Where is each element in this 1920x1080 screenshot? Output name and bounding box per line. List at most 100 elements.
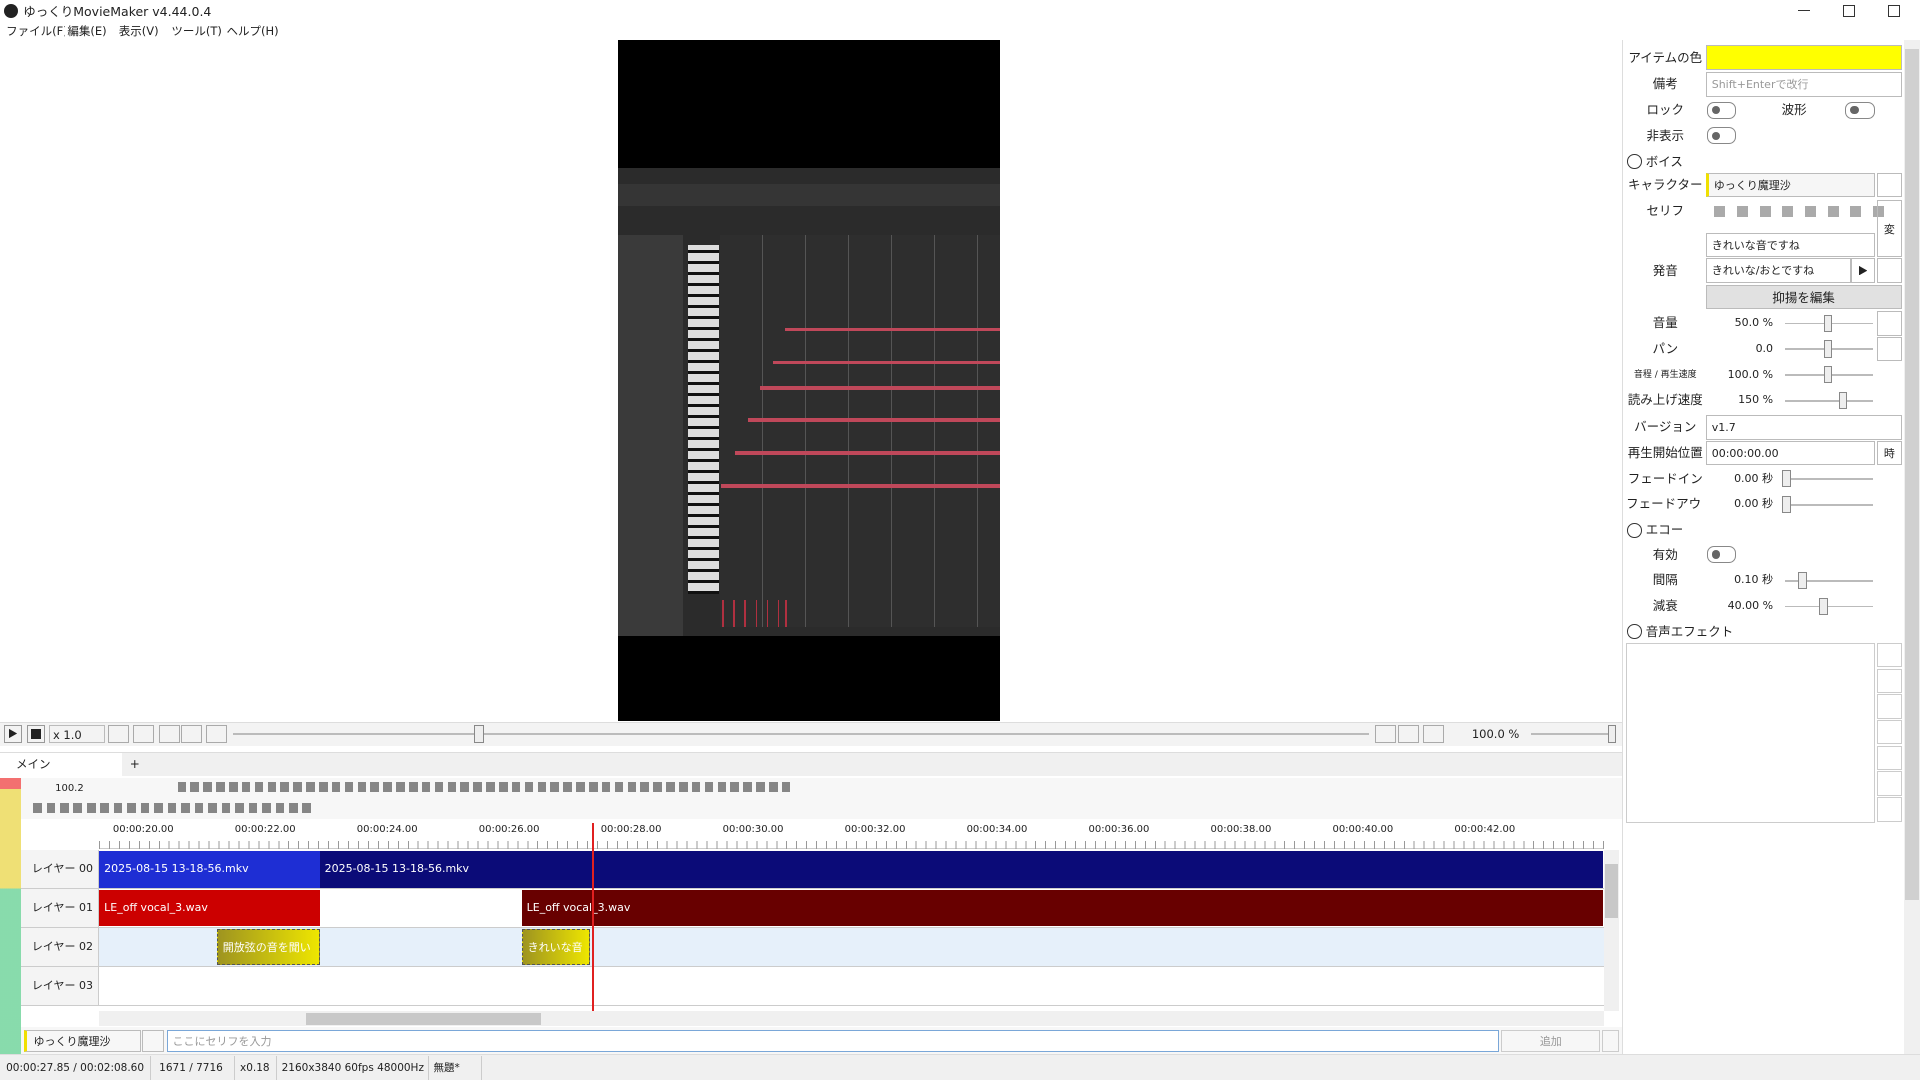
tool-icon[interactable] xyxy=(781,782,791,793)
player-button[interactable] xyxy=(205,724,227,744)
tool-icon[interactable] xyxy=(228,782,238,793)
tool-icon[interactable] xyxy=(235,803,244,814)
tool-icon[interactable] xyxy=(524,782,534,793)
menu-item[interactable]: ヘルプ(H) xyxy=(226,24,279,39)
toggle[interactable] xyxy=(1845,101,1875,119)
tool-icon[interactable] xyxy=(576,782,585,793)
format-icon[interactable] xyxy=(1714,205,1726,217)
slider-thumb[interactable] xyxy=(1818,597,1828,615)
tool-icon[interactable] xyxy=(216,782,225,793)
speed-select[interactable]: x 1.0 xyxy=(48,724,106,744)
color-box[interactable] xyxy=(1705,45,1902,70)
menu-item[interactable]: ツール(T) xyxy=(171,24,222,39)
tool-icon[interactable] xyxy=(288,803,298,814)
tool-icon[interactable] xyxy=(194,803,204,814)
tool-icon[interactable] xyxy=(221,803,231,814)
tool-icon[interactable] xyxy=(370,782,379,793)
tool-icon[interactable] xyxy=(666,782,675,793)
tool-icon[interactable] xyxy=(86,803,96,814)
tool-icon[interactable] xyxy=(550,782,559,793)
tool-icon[interactable] xyxy=(588,782,598,793)
tool-icon[interactable] xyxy=(177,782,187,793)
tool-icon[interactable] xyxy=(262,803,271,814)
section-label[interactable]: エコー xyxy=(1645,522,1684,538)
tool-icon[interactable] xyxy=(627,782,637,793)
tool-icon[interactable] xyxy=(154,803,163,814)
v-scroll-thumb[interactable] xyxy=(1605,864,1618,919)
tool-icon[interactable] xyxy=(181,803,190,814)
tool-icon[interactable] xyxy=(293,782,302,793)
menu-item[interactable]: ファイル(F) xyxy=(6,24,65,39)
section-label[interactable]: ボイス xyxy=(1645,153,1683,169)
character-settings[interactable] xyxy=(1877,172,1902,198)
tool-icon[interactable] xyxy=(498,782,508,793)
layer-header[interactable]: レイヤー 03 xyxy=(20,966,100,1006)
tool-icon[interactable] xyxy=(383,782,392,793)
effect-button[interactable] xyxy=(1877,771,1902,796)
serif-input[interactable]: ここにセリフを入力 xyxy=(166,1029,1499,1052)
h-scroll-thumb[interactable] xyxy=(306,1012,542,1025)
section-label[interactable]: 音声エフェクト xyxy=(1645,623,1734,639)
tool-icon[interactable] xyxy=(601,782,611,793)
effect-button[interactable] xyxy=(1877,642,1902,668)
section-icon[interactable] xyxy=(1627,624,1643,640)
tool-icon[interactable] xyxy=(203,782,212,793)
edit-button[interactable]: 抑揚を編集 xyxy=(1705,285,1902,309)
new-tab[interactable]: + xyxy=(129,757,140,772)
tool-icon[interactable] xyxy=(241,782,251,793)
tool-icon[interactable] xyxy=(434,782,444,793)
tool-icon[interactable] xyxy=(248,803,258,814)
effect-button[interactable] xyxy=(1877,745,1902,771)
layer-header[interactable]: レイヤー 02 xyxy=(20,927,100,967)
format-icon[interactable] xyxy=(1827,205,1839,217)
player-button[interactable] xyxy=(1398,724,1420,744)
tool-icon[interactable] xyxy=(113,803,123,814)
tool-icon[interactable] xyxy=(140,803,150,814)
tool-icon[interactable] xyxy=(33,803,42,814)
tool-icon[interactable] xyxy=(743,782,752,793)
serif-box[interactable]: きれいな音ですね xyxy=(1705,232,1875,258)
tool-icon[interactable] xyxy=(447,782,457,793)
tool-icon[interactable] xyxy=(653,782,662,793)
tool-icon[interactable] xyxy=(60,803,69,814)
player-button[interactable] xyxy=(1375,724,1396,744)
format-icon[interactable] xyxy=(1759,205,1771,217)
tool-icon[interactable] xyxy=(704,782,714,793)
tool-icon[interactable] xyxy=(73,803,83,814)
side-button[interactable]: 変 xyxy=(1877,199,1902,258)
note-input[interactable]: Shift+Enterで改行 xyxy=(1705,72,1902,97)
tool-icon[interactable] xyxy=(127,803,136,814)
clip[interactable]: 2025-08-15 13-18-56.mkv xyxy=(99,851,320,888)
tool-icon[interactable] xyxy=(302,803,311,814)
effect-button[interactable] xyxy=(1877,797,1902,822)
refresh-button[interactable] xyxy=(1877,258,1902,283)
character-icon[interactable] xyxy=(142,1029,165,1052)
tool-icon[interactable] xyxy=(275,803,285,814)
effect-button[interactable] xyxy=(1877,720,1902,745)
section-icon[interactable] xyxy=(1627,154,1643,169)
slider-thumb[interactable] xyxy=(1798,571,1807,589)
tool-icon[interactable] xyxy=(267,782,277,793)
add-dropdown[interactable] xyxy=(1601,1029,1619,1052)
tool-icon[interactable] xyxy=(537,782,547,793)
window-control[interactable] xyxy=(1888,4,1901,18)
tool-icon[interactable] xyxy=(730,782,739,793)
menu-item[interactable]: 編集(E) xyxy=(67,24,107,39)
effect-button[interactable] xyxy=(1877,694,1902,719)
effect-button[interactable] xyxy=(1877,668,1902,694)
tool-icon[interactable] xyxy=(190,782,199,793)
dropdown[interactable]: v1.7 xyxy=(1705,415,1902,440)
reset-button[interactable] xyxy=(1877,311,1902,336)
tool-icon[interactable] xyxy=(563,782,572,793)
panel-scroll-thumb[interactable] xyxy=(1905,48,1919,900)
slider-thumb[interactable] xyxy=(1823,366,1833,384)
character-select[interactable]: ゆっくり魔理沙 xyxy=(24,1029,141,1052)
tool-icon[interactable] xyxy=(357,782,367,793)
reset-button[interactable] xyxy=(1877,336,1902,362)
tool-icon[interactable] xyxy=(396,782,405,793)
slider-thumb[interactable] xyxy=(1823,314,1833,332)
format-icon[interactable] xyxy=(1850,205,1862,217)
tab[interactable]: メイン xyxy=(0,753,123,777)
tool-icon[interactable] xyxy=(473,782,482,793)
tool-icon[interactable] xyxy=(768,782,778,793)
